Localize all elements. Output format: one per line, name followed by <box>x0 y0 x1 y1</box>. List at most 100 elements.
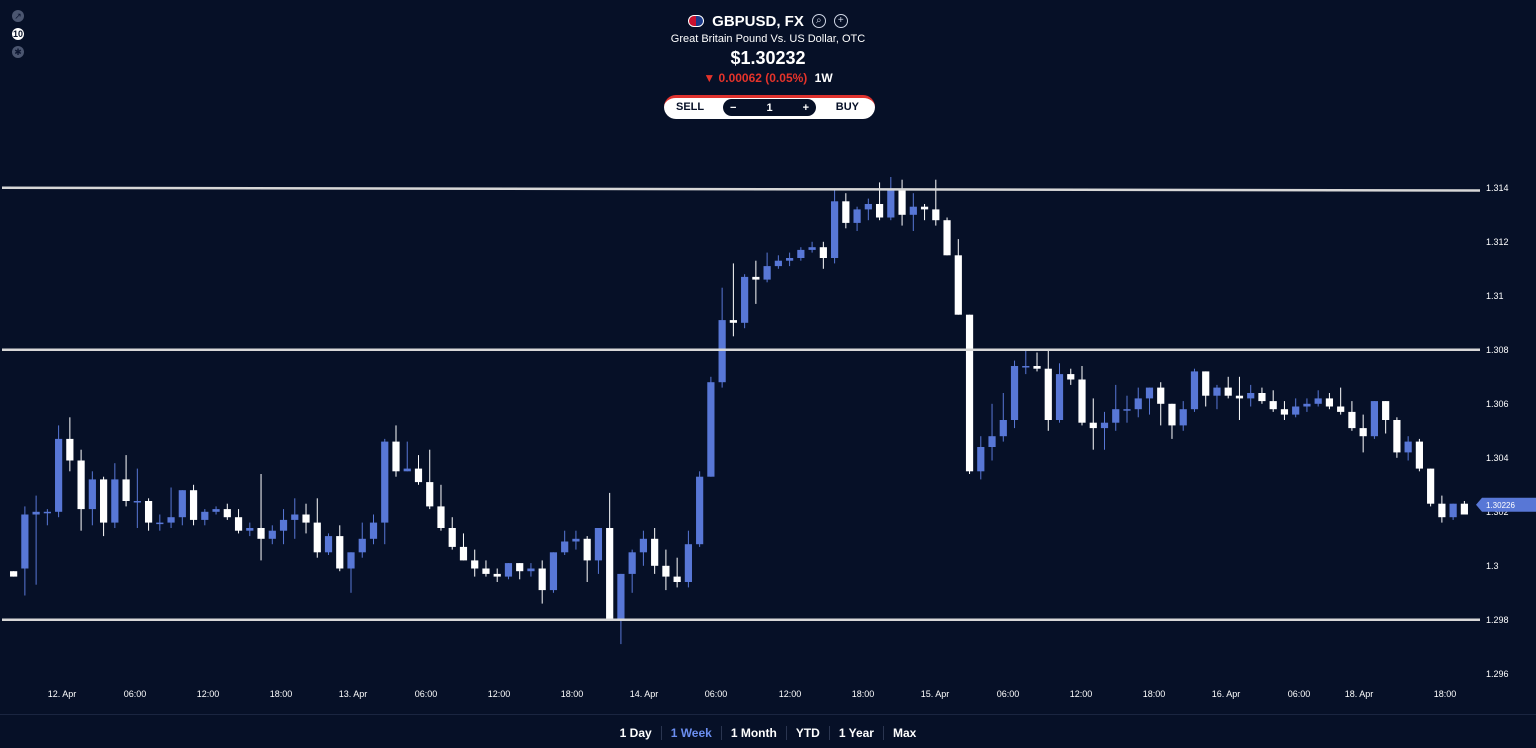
candle-body <box>808 247 816 250</box>
candle <box>819 241 827 269</box>
candle-body <box>167 517 175 523</box>
horizontal-lines-layer <box>1 186 1481 622</box>
candle-body <box>594 528 603 561</box>
candle-body <box>1078 379 1086 423</box>
candle <box>1438 495 1446 523</box>
candle <box>1179 401 1187 431</box>
current-price-tag <box>1476 497 1536 512</box>
candle <box>21 506 29 596</box>
candle <box>628 549 636 593</box>
candle-body <box>1157 387 1165 404</box>
candle-body <box>1022 366 1030 368</box>
candle <box>189 484 198 526</box>
candle-body <box>246 528 254 531</box>
y-axis: 1.296 1.298 1.3 1.302 1.304 1.306 1.308 1.31 1.3… <box>1486 183 1509 679</box>
candle-body <box>43 511 51 514</box>
candle <box>786 252 794 267</box>
settings-icon[interactable]: ✱ <box>12 46 24 58</box>
x-tick-label: 18. Apr <box>1345 689 1374 699</box>
decrement-button[interactable]: − <box>730 101 737 114</box>
left-toolbar: ↗ 10 ✱ <box>12 10 24 58</box>
price-chart[interactable]: 1.296 1.298 1.3 1.302 1.304 1.306 1.308 1.31 1.3… <box>0 0 1536 714</box>
candle-body <box>1348 411 1356 429</box>
candle <box>1393 417 1401 458</box>
candle <box>246 522 254 537</box>
x-axis: 12. Apr 06:00 12:00 18:00 13. Apr 06:00 12:00 1… <box>48 689 1457 699</box>
candle <box>617 573 625 645</box>
candle-body <box>1168 403 1176 426</box>
candle-body <box>291 514 299 520</box>
candle-body <box>234 517 243 531</box>
candle-body <box>257 528 265 539</box>
x-tick-label: 06:00 <box>997 689 1020 699</box>
candle-body <box>1449 503 1457 518</box>
y-tick-label: 1.314 <box>1486 183 1509 193</box>
candle-body <box>887 190 895 218</box>
candle <box>1415 438 1423 472</box>
candle <box>55 425 63 518</box>
candle-body <box>392 441 400 472</box>
candle-body <box>718 320 726 383</box>
buy-button[interactable]: BUY <box>835 101 859 113</box>
candle-body <box>999 420 1007 437</box>
candles-layer <box>10 177 1468 645</box>
period-label: 1W <box>814 71 833 85</box>
indicator-icon[interactable]: 10 <box>12 28 24 40</box>
candle-body <box>482 568 490 574</box>
candle <box>482 560 490 577</box>
candle <box>414 455 423 485</box>
candle <box>156 514 164 531</box>
range-1-year[interactable]: 1 Year <box>828 726 883 740</box>
trend-icon[interactable]: ↗ <box>12 10 24 22</box>
candle <box>493 568 501 582</box>
search-icon[interactable]: ⌕ <box>811 14 826 28</box>
sell-button[interactable]: SELL <box>676 101 705 113</box>
candle <box>1427 468 1435 507</box>
candle-body <box>1044 368 1052 420</box>
increment-button[interactable]: + <box>802 101 809 114</box>
add-icon[interactable]: + <box>833 14 848 28</box>
candle-body <box>606 528 614 620</box>
candle <box>144 498 153 531</box>
candle-body <box>201 511 209 520</box>
current-price-marker: 1.30226 <box>1476 497 1536 512</box>
candle-body <box>662 565 670 577</box>
instrument-subtitle: Great Britain Pound Vs. US Dollar, OTC <box>670 33 866 45</box>
candle-body <box>381 441 389 523</box>
quantity-value[interactable]: 1 <box>766 101 773 114</box>
candle-body <box>1190 371 1199 410</box>
candle-body <box>561 541 569 553</box>
candle <box>943 217 951 256</box>
candle-body <box>617 573 625 620</box>
candle-body <box>324 536 333 553</box>
candle-body <box>707 382 715 477</box>
candle <box>1303 398 1311 412</box>
candle-body <box>426 482 434 507</box>
candle <box>1348 401 1356 431</box>
candle-body <box>1258 393 1266 402</box>
candle <box>1247 384 1255 407</box>
range-1-week[interactable]: 1 Week <box>660 726 721 740</box>
candle-body <box>673 576 681 582</box>
candle <box>538 560 546 604</box>
range-max[interactable]: Max <box>882 726 925 740</box>
candle <box>707 376 715 477</box>
candle-body <box>651 538 659 566</box>
candle-body <box>437 506 445 528</box>
range-1-day[interactable]: 1 Day <box>619 726 652 740</box>
current-price: $1.30232 <box>730 48 806 68</box>
candle <box>920 204 929 221</box>
candle <box>167 487 175 528</box>
range-ytd[interactable]: YTD <box>785 726 829 740</box>
candle <box>234 509 243 534</box>
candle <box>999 393 1007 442</box>
x-tick-label: 14. Apr <box>630 689 659 699</box>
y-tick-label: 1.312 <box>1486 237 1509 247</box>
y-tick-label: 1.298 <box>1486 615 1509 625</box>
range-1-month[interactable]: 1 Month <box>720 726 786 740</box>
candle-body <box>1179 409 1187 426</box>
candle <box>212 506 220 515</box>
y-tick-label: 1.296 <box>1486 669 1509 679</box>
candle-body <box>414 468 423 483</box>
candle-body <box>797 249 805 258</box>
